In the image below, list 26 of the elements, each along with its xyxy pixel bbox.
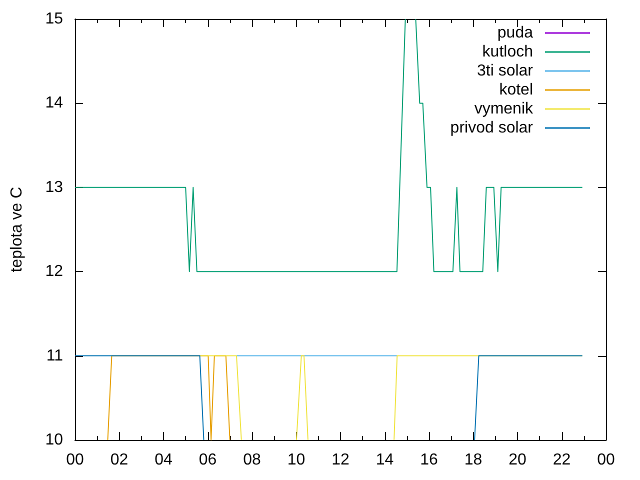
legend-label: 3ti solar	[476, 62, 534, 80]
legend-label: vymenik	[474, 100, 534, 118]
x-tick-label: 14	[376, 452, 394, 468]
x-tick-label: 16	[420, 452, 438, 468]
legend-label: privod solar	[450, 120, 534, 136]
x-tick-label: 06	[198, 452, 217, 468]
x-tick-label: 22	[552, 452, 571, 468]
y-tick-label: 11	[46, 347, 64, 364]
y-tick-label: 12	[45, 263, 64, 280]
legend-label: kotel	[499, 82, 533, 98]
x-tick-label: 00	[597, 452, 615, 468]
legend-label: puda	[497, 24, 534, 42]
x-tick-label: 08	[243, 452, 261, 468]
x-tick-label: 04	[154, 452, 172, 468]
y-tick-label: 10	[45, 432, 64, 448]
y-axis-title: teplota ve C	[8, 186, 26, 272]
x-tick-label: 02	[110, 452, 128, 468]
x-tick-label: 12	[332, 452, 350, 468]
x-tick-label: 20	[508, 452, 526, 468]
y-tick-label: 13	[45, 178, 64, 196]
x-tick-label: 00	[66, 452, 84, 468]
legend-label: kutloch	[482, 44, 533, 60]
y-tick-label: 14	[45, 94, 64, 112]
y-tick-label: 15	[45, 10, 64, 28]
x-tick-label: 10	[287, 452, 306, 468]
x-tick-label: 18	[464, 452, 482, 468]
